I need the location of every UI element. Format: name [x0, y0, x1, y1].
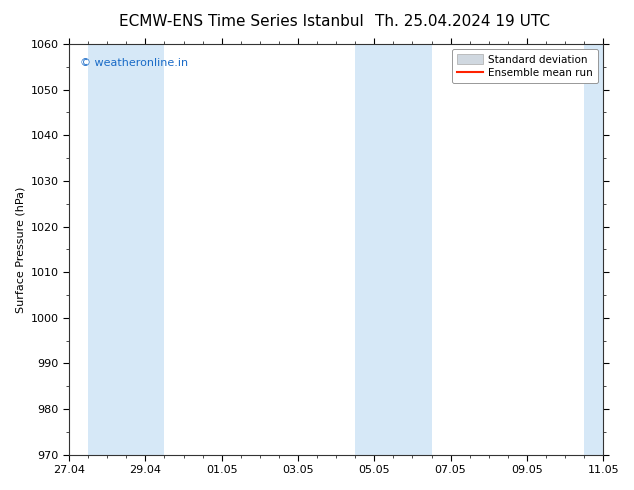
- Text: © weatheronline.in: © weatheronline.in: [80, 58, 188, 69]
- Text: Th. 25.04.2024 19 UTC: Th. 25.04.2024 19 UTC: [375, 14, 550, 29]
- Bar: [393, 44, 432, 455]
- Bar: [584, 44, 603, 455]
- Text: ECMW-ENS Time Series Istanbul: ECMW-ENS Time Series Istanbul: [119, 14, 363, 29]
- Bar: [88, 44, 126, 455]
- Y-axis label: Surface Pressure (hPa): Surface Pressure (hPa): [15, 186, 25, 313]
- Legend: Standard deviation, Ensemble mean run: Standard deviation, Ensemble mean run: [451, 49, 598, 83]
- Bar: [355, 44, 393, 455]
- Bar: [126, 44, 164, 455]
